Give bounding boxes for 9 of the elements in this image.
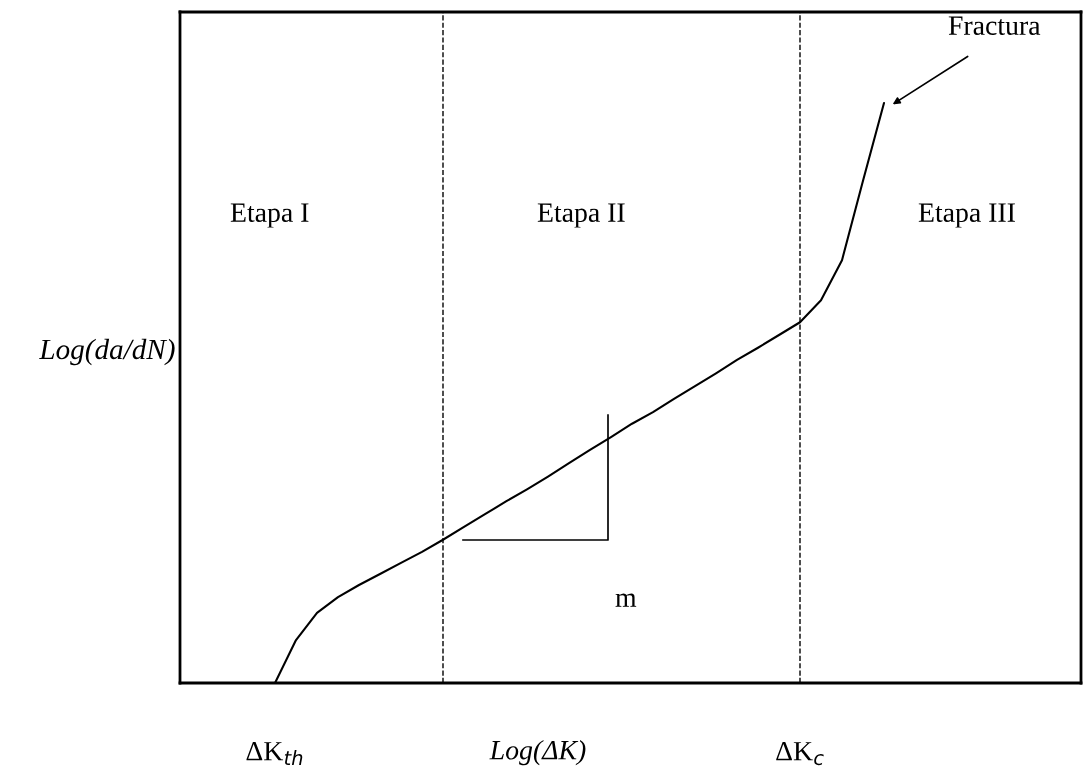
annotation: Etapa I [230,203,309,228]
x-tick-label: ΔK$_{c}$ [776,742,824,766]
annotation: Etapa II [537,203,625,228]
x-tick-label: ΔK$_{th}$ [246,742,303,765]
annotation: m [615,593,637,607]
text: Fractura [948,16,1041,35]
x-axis-title: Log(ΔK) [489,740,586,766]
text: Etapa III [918,203,1015,228]
y-axis-title: Log(da/dN) [39,338,175,366]
